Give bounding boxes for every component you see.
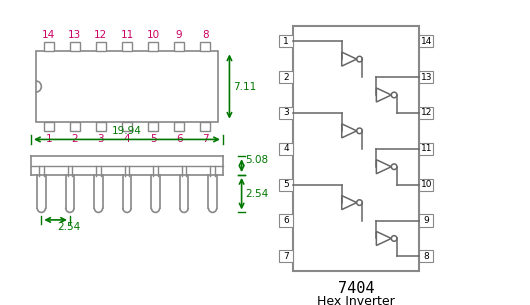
Bar [96,42,106,52]
Text: 7: 7 [202,134,208,144]
Bar [36,52,218,122]
Text: 2.54: 2.54 [57,222,81,232]
Bar [174,122,184,131]
Bar [43,42,54,52]
Bar [293,26,419,271]
Bar [200,42,210,52]
Bar [419,71,434,83]
Bar [419,178,434,191]
Bar [70,42,80,52]
Bar [419,214,434,227]
Bar [279,214,293,227]
Text: 19.94: 19.94 [112,126,142,136]
Text: 9: 9 [423,216,429,225]
Text: 5.08: 5.08 [245,155,269,165]
Text: 9: 9 [176,30,182,40]
Text: 2.54: 2.54 [245,189,269,199]
Text: 10: 10 [421,180,432,189]
Text: 11: 11 [120,30,134,40]
Text: 14: 14 [421,37,432,46]
Bar [279,35,293,47]
Bar [419,143,434,155]
Bar [174,42,184,52]
Text: 12: 12 [421,108,432,117]
Text: 6: 6 [176,134,182,144]
Text: 6: 6 [283,216,289,225]
Text: Hex Inverter: Hex Inverter [317,295,395,305]
Text: 4: 4 [123,134,130,144]
Bar [279,107,293,119]
Bar [279,71,293,83]
Text: 7: 7 [283,252,289,261]
Bar [279,143,293,155]
Bar [148,42,158,52]
Bar [43,122,54,131]
Text: 13: 13 [421,73,432,81]
Text: 5: 5 [149,134,156,144]
Text: 7404: 7404 [338,281,375,296]
Bar [419,250,434,263]
Text: 11: 11 [421,144,432,153]
Bar [419,35,434,47]
Bar [70,122,80,131]
Text: 4: 4 [283,144,289,153]
Text: 7.11: 7.11 [233,81,257,92]
Text: 10: 10 [146,30,160,40]
Text: 1: 1 [46,134,52,144]
Text: 13: 13 [68,30,82,40]
Bar [122,122,132,131]
Bar [148,122,158,131]
Text: 12: 12 [94,30,108,40]
Text: 3: 3 [283,108,289,117]
Text: 2: 2 [283,73,289,81]
Bar [200,122,210,131]
Text: 1: 1 [283,37,289,46]
Bar [122,42,132,52]
Bar [279,250,293,263]
Text: 14: 14 [42,30,56,40]
Text: 5: 5 [283,180,289,189]
Bar [419,107,434,119]
Text: 8: 8 [423,252,429,261]
Text: 2: 2 [72,134,78,144]
Bar [279,178,293,191]
Text: 3: 3 [98,134,104,144]
Bar [96,122,106,131]
Text: 8: 8 [202,30,208,40]
